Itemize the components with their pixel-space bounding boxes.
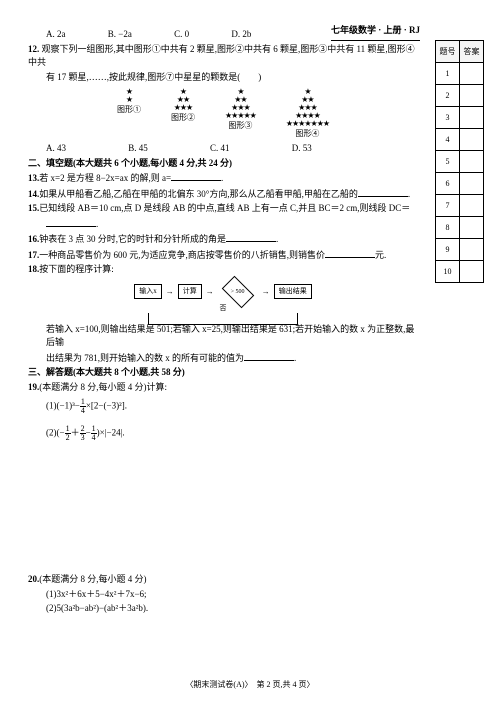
q19-part2: (2)(−12＋23−14)×|−24|.	[28, 425, 418, 442]
star-fig-2: ★ ★★ ★★★ 图形②	[171, 88, 195, 138]
blank[interactable]	[46, 217, 96, 227]
q15: 15.已知线段 AB＝10 cm,点 D 是线段 AB 的中点,直线 AB 上有…	[28, 202, 418, 216]
answer-row-num: 8	[436, 217, 460, 239]
answer-header-num: 题号	[436, 41, 460, 63]
option-a: A. 2a	[46, 28, 66, 42]
q12: 12. 观察下列一组图形,其中图形①中共有 2 颗星,图形②中共有 6 颗星,图…	[28, 43, 418, 70]
blank[interactable]	[358, 187, 408, 197]
q19-part1: (1)(−1)³−14×[2−(−3)²].	[28, 398, 418, 415]
answer-cell[interactable]	[460, 151, 484, 173]
q14: 14.如果从甲船看乙船,乙船在甲船的北偏东 30°方向,那么从乙船看甲船,甲船在…	[28, 187, 418, 202]
q18: 18.按下面的程序计算:	[28, 263, 418, 277]
answer-cell[interactable]	[460, 217, 484, 239]
answer-row-num: 6	[436, 173, 460, 195]
arrow-icon: →	[206, 286, 214, 298]
star-fig-1: ★ ★ 图形①	[117, 88, 141, 138]
option-d: D. 53	[292, 142, 312, 156]
answer-cell[interactable]	[460, 107, 484, 129]
loop-path	[148, 313, 298, 325]
q15-blank: .	[28, 217, 418, 232]
option-b: B. −2a	[108, 28, 132, 42]
answer-cell[interactable]	[460, 261, 484, 283]
section2-title: 二、填空题(本大题共 6 个小题,每小题 4 分,共 24 分)	[28, 157, 418, 171]
arrow-icon: →	[262, 286, 270, 298]
q13: 13.若 x=2 是方程 8−2x=ax 的解,则 a=.	[28, 171, 418, 186]
answer-cell[interactable]	[460, 129, 484, 151]
answer-header-ans: 答案	[460, 41, 484, 63]
arrow-icon: →	[166, 286, 174, 298]
blank[interactable]	[171, 171, 221, 181]
q12-num: 12.	[28, 44, 39, 54]
answer-row-num: 7	[436, 195, 460, 217]
q20: 20.(本题满分 8 分,每小题 4 分)	[28, 573, 418, 587]
blank[interactable]	[244, 351, 294, 361]
q19: 19.(本题满分 8 分,每小题 4 分)计算:	[28, 381, 418, 395]
page-footer: 〈期末测试卷(A)〉 第 2 页,共 4 页〉	[0, 679, 500, 691]
q20-part1: (1)3x²＋6x＋5−4x²＋7x−6;	[28, 588, 418, 602]
star-figures: ★ ★ 图形① ★ ★★ ★★★ 图形② ★ ★★ ★★★ ★★★★★ 图形③ …	[28, 88, 418, 138]
answer-cell[interactable]	[460, 85, 484, 107]
answer-cell[interactable]	[460, 63, 484, 85]
blank[interactable]	[325, 248, 375, 258]
q18-text-b1: 若输入 x=100,则输出结果是 501;若输入 x=25,则输出结果是 631…	[28, 323, 418, 350]
q16: 16.钟表在 3 点 30 分时,它的时针和分针所成的角是.	[28, 232, 418, 247]
flow-calc: 计算	[178, 284, 202, 299]
option-c: C. 41	[210, 142, 230, 156]
option-b: B. 45	[128, 142, 148, 156]
blank[interactable]	[226, 232, 276, 242]
answer-row-num: 4	[436, 129, 460, 151]
answer-row-num: 10	[436, 261, 460, 283]
q17: 17.一种商品零售价为 600 元,为适应竞争,商店按零售价的八折销售,则销售价…	[28, 248, 418, 263]
q12-text: 观察下列一组图形,其中图形①中共有 2 颗星,图形②中共有 6 颗星,图形③中共…	[28, 44, 415, 68]
q12-options: A. 43 B. 45 C. 41 D. 53	[28, 142, 418, 156]
answer-row-num: 5	[436, 151, 460, 173]
q12-text2: 有 17 颗星,……,按此规律,图形⑦中星星的颗数是( )	[28, 71, 418, 85]
answer-row-num: 1	[436, 63, 460, 85]
option-c: C. 0	[174, 28, 189, 42]
answer-table: 题号 答案 1 2 3 4 5 6 7 8 9 10	[435, 40, 484, 283]
option-d: D. 2b	[231, 28, 251, 42]
page-header: 七年级数学 · 上册 · RJ	[331, 24, 420, 41]
flow-input: 输入x	[134, 284, 162, 299]
answer-cell[interactable]	[460, 239, 484, 261]
answer-cell[interactable]	[460, 173, 484, 195]
option-a: A. 43	[46, 142, 66, 156]
section3-title: 三、解答题(本大题共 8 个小题,共 58 分)	[28, 366, 418, 380]
answer-row-num: 3	[436, 107, 460, 129]
answer-row-num: 9	[436, 239, 460, 261]
q18-text-b2: 出结果为 781,则开始输入的数 x 的所有可能的值为.	[28, 351, 418, 366]
flow-output: 输出结果	[274, 284, 312, 299]
flow-no-label: 否	[133, 303, 313, 314]
flow-diagram: 输入x → 计算 → > 500 → 输出结果 否	[28, 281, 418, 317]
answer-cell[interactable]	[460, 195, 484, 217]
star-fig-4: ★ ★★ ★★★ ★★★★ ★★★★★★★ 图形④	[286, 88, 329, 138]
q20-part2: (2)5(3a²b−ab²)−(ab²＋3a²b).	[28, 602, 418, 616]
star-fig-3: ★ ★★ ★★★ ★★★★★ 图形③	[225, 88, 256, 138]
answer-row-num: 2	[436, 85, 460, 107]
